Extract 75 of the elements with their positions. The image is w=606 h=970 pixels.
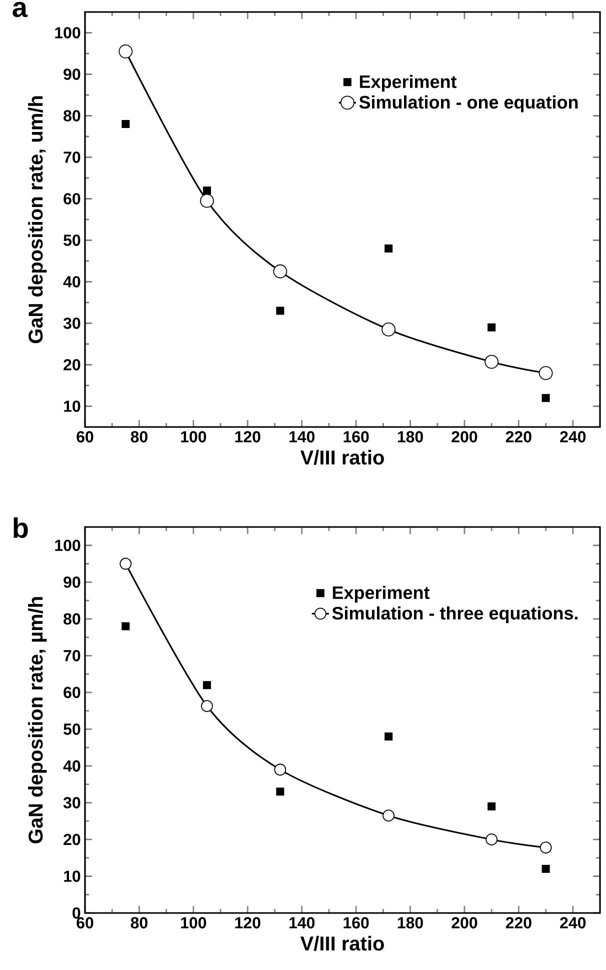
point — [276, 788, 284, 796]
x-tick-label: 240 — [560, 917, 586, 928]
point — [201, 700, 213, 712]
point — [488, 802, 496, 810]
x-tick-label: 60 — [76, 431, 94, 442]
x-tick-label: 120 — [235, 917, 260, 928]
point — [382, 322, 396, 336]
y-tick-label: 30 — [63, 797, 80, 808]
point — [486, 834, 498, 846]
x-tick-label: 120 — [235, 431, 260, 442]
point — [120, 558, 132, 570]
x-tick-label: 240 — [560, 431, 586, 442]
x-tick-label: 200 — [452, 431, 478, 442]
y-tick-label: 90 — [64, 576, 80, 588]
x-tick-label: 140 — [290, 917, 315, 928]
y-tick-label: 90 — [64, 68, 80, 80]
y-tick-label: 40 — [63, 760, 80, 772]
y-tick-label: 30 — [63, 318, 80, 329]
y-tick-label: 10 — [64, 400, 80, 412]
x-tick-label: 160 — [344, 917, 369, 928]
legend-label: Simulation - three equations. — [332, 606, 578, 624]
x-tick-label: 100 — [181, 917, 206, 928]
point — [276, 306, 284, 315]
y-tick-label: 70 — [64, 650, 80, 662]
x-tick-label: 220 — [506, 917, 532, 928]
point — [202, 186, 211, 194]
point — [200, 194, 214, 208]
x-tick-label: 80 — [130, 431, 148, 442]
y-tick-label: 100 — [55, 27, 80, 38]
y-tick-label: 70 — [64, 152, 80, 163]
x-tick-label: 180 — [398, 917, 423, 928]
y-tick-label: 20 — [64, 359, 80, 370]
y-tick-label: 50 — [64, 724, 80, 735]
point — [273, 264, 288, 278]
x-tick-label: 60 — [76, 917, 94, 928]
legend-label: Experiment — [332, 586, 430, 603]
x-tick-label: 200 — [452, 917, 478, 928]
point — [384, 244, 393, 253]
x-tick-label: 180 — [398, 431, 423, 442]
y-tick-label: 0 — [72, 907, 80, 919]
y-tick-label: 10 — [64, 870, 80, 882]
point — [542, 864, 550, 873]
point — [488, 323, 496, 332]
point — [382, 810, 395, 822]
legend-label: Experiment — [360, 74, 457, 92]
chart-title: b — [14, 517, 28, 538]
point — [122, 622, 130, 630]
x-tick-label: 100 — [181, 431, 206, 442]
chart-title: a — [12, 2, 28, 18]
point — [538, 366, 553, 380]
point — [118, 44, 133, 58]
x-tick-label: 220 — [506, 431, 532, 442]
y-axis-title: GaN deposition rate, um/h — [28, 96, 47, 344]
y-tick-label: 40 — [63, 276, 80, 288]
point — [484, 354, 499, 369]
y-tick-label: 80 — [64, 613, 80, 625]
point — [384, 732, 393, 741]
y-tick-label: 80 — [64, 110, 80, 122]
y-tick-label: 50 — [64, 234, 80, 246]
x-tick-label: 80 — [130, 917, 148, 928]
legend-label: Simulation - one equation — [359, 95, 578, 112]
y-tick-label: 60 — [64, 193, 80, 204]
x-axis-title: V/III ratio — [300, 450, 384, 465]
x-tick-label: 160 — [344, 431, 369, 442]
x-axis-title: V/III ratio — [300, 936, 384, 951]
y-tick-label: 60 — [64, 686, 80, 698]
y-tick-label: 100 — [55, 540, 80, 552]
point — [202, 681, 211, 690]
point — [542, 394, 550, 402]
y-axis-title: GaN deposition rate, µm/h — [28, 597, 47, 844]
x-tick-label: 140 — [290, 431, 315, 442]
point — [122, 120, 130, 128]
point — [274, 764, 286, 776]
y-tick-label: 20 — [64, 834, 80, 846]
point — [540, 842, 552, 854]
